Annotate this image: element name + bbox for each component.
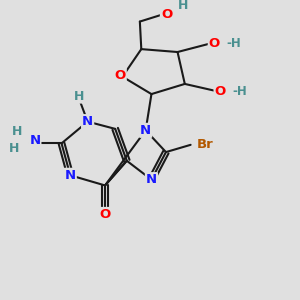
Text: N: N — [146, 173, 157, 186]
Text: N: N — [65, 169, 76, 182]
Text: O: O — [161, 8, 172, 21]
Text: N: N — [29, 134, 40, 147]
Text: N: N — [82, 115, 93, 128]
Text: Br: Br — [197, 138, 214, 151]
Text: N: N — [140, 124, 151, 137]
Text: O: O — [115, 69, 126, 82]
Text: O: O — [209, 37, 220, 50]
Text: O: O — [99, 208, 111, 221]
Text: H: H — [11, 125, 22, 138]
Text: H: H — [9, 142, 20, 155]
Text: H: H — [74, 90, 84, 103]
Text: O: O — [214, 85, 226, 98]
Text: -H: -H — [226, 37, 241, 50]
Text: -H: -H — [232, 85, 247, 98]
Text: H: H — [178, 0, 188, 12]
